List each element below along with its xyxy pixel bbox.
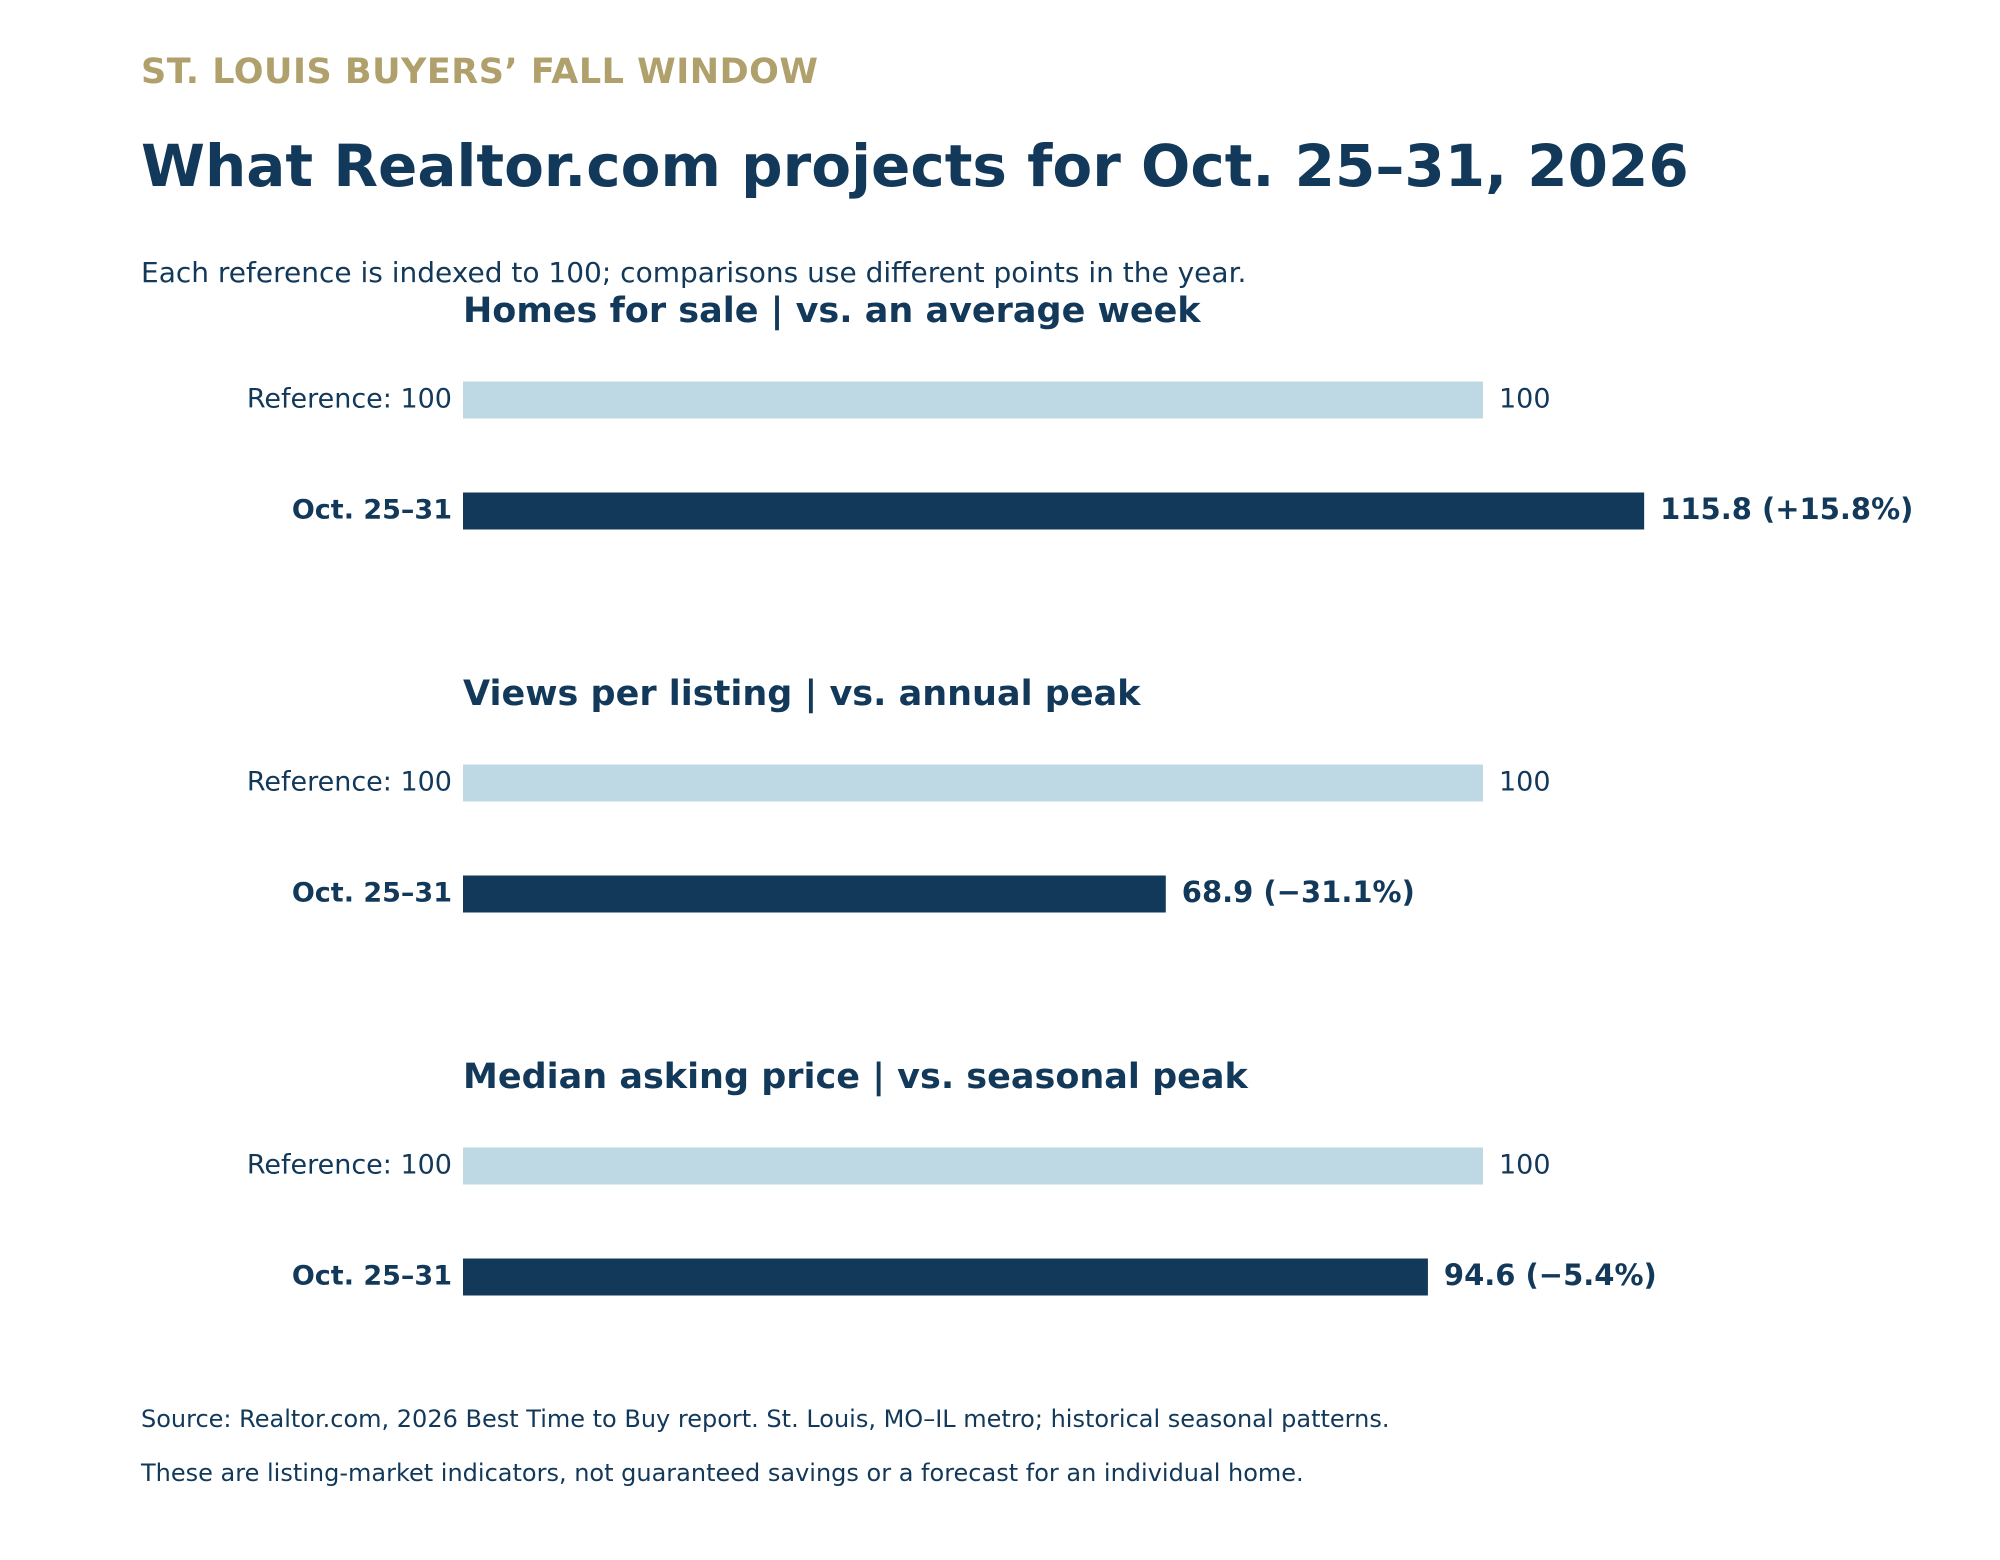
value-label: 115.8 (+15.8%) [1660,492,1913,526]
value-label: 68.9 (−31.1%) [1182,875,1415,909]
value-label: 100 [1499,767,1551,798]
panel-title: Views per listing | vs. annual peak [463,674,1141,714]
source-note: Source: Realtor.com, 2026 Best Time to B… [141,1405,1390,1433]
category-label: Oct. 25–31 [292,1261,452,1292]
value-label: 100 [1499,384,1551,415]
value-label: 94.6 (−5.4%) [1444,1258,1657,1292]
disclaimer-note: These are listing-market indicators, not… [141,1459,1304,1487]
panel-title: Homes for sale | vs. an average week [463,291,1201,331]
projection-bar [463,1258,1428,1296]
projection-bar [463,875,1166,913]
reference-bar [463,381,1483,419]
page-subtitle: Each reference is indexed to 100; compar… [141,256,1247,289]
category-label: Oct. 25–31 [292,878,452,909]
page-title: What Realtor.com projects for Oct. 25–31… [141,132,1689,200]
reference-bar [463,1147,1483,1185]
panel-title: Median asking price | vs. seasonal peak [463,1057,1248,1097]
category-label: Reference: 100 [247,1150,452,1181]
value-label: 100 [1499,1150,1551,1181]
category-label: Reference: 100 [247,767,452,798]
projection-bar [463,492,1645,530]
category-label: Oct. 25–31 [292,495,452,526]
category-label: Reference: 100 [247,384,452,415]
kicker-label: ST. LOUIS BUYERS’ FALL WINDOW [141,52,819,92]
reference-bar [463,764,1483,802]
